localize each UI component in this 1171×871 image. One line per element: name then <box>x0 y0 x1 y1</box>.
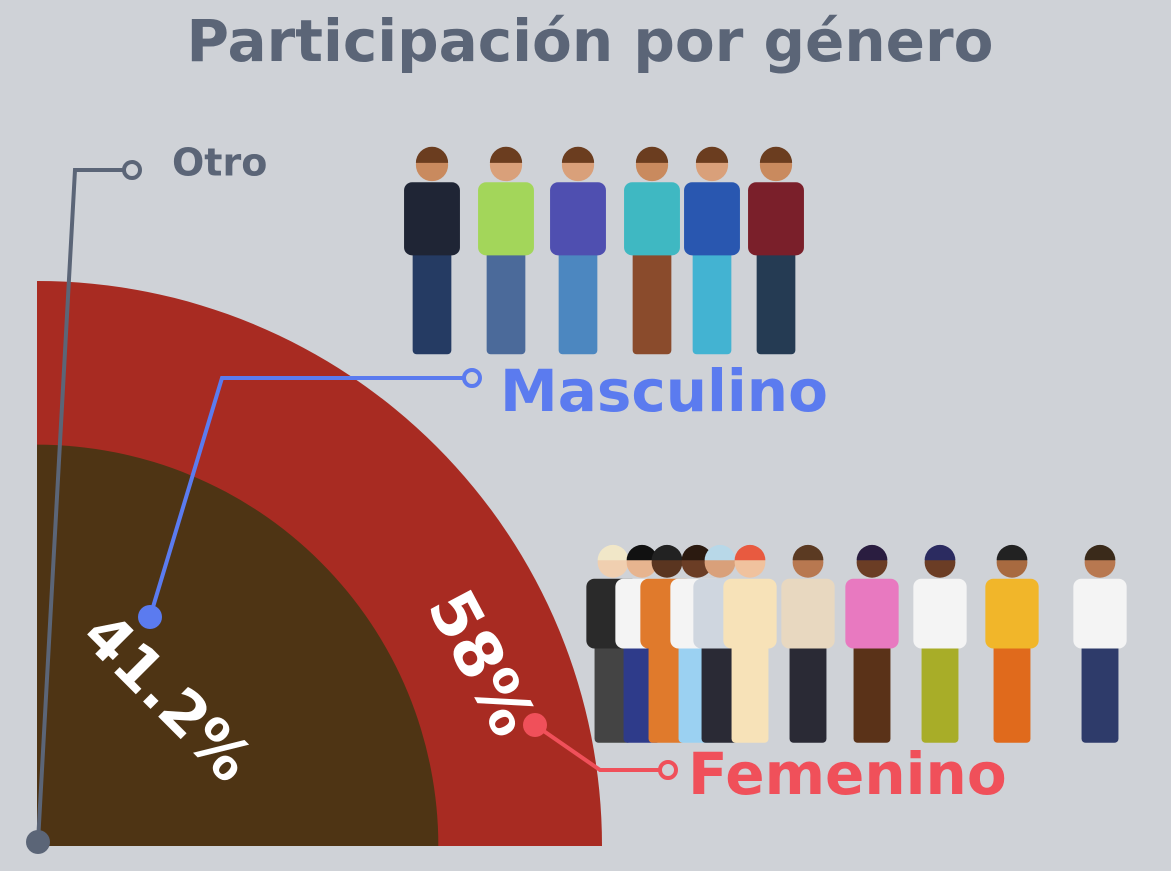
person-illustration <box>1073 544 1127 743</box>
category-label: Femenino <box>688 740 1007 808</box>
callout-line <box>533 723 668 772</box>
person-hair <box>996 544 1028 561</box>
person-hair <box>924 544 956 561</box>
person-illustration <box>478 146 534 355</box>
illustrations <box>404 146 1127 743</box>
person-body <box>684 182 740 256</box>
person-body <box>478 182 534 256</box>
person-illustration <box>684 146 740 355</box>
person-illustration <box>845 544 899 743</box>
person-legs <box>412 246 452 355</box>
person-hair <box>415 146 449 163</box>
person-body <box>913 578 967 649</box>
callout-dot <box>26 830 50 854</box>
category-label: Masculino <box>500 357 828 425</box>
person-hair <box>792 544 824 561</box>
person-body <box>550 182 606 256</box>
person-illustration <box>624 146 680 355</box>
person-hair <box>626 544 658 561</box>
person-legs <box>648 640 686 743</box>
callout-line <box>148 376 472 618</box>
person-hair <box>561 146 595 163</box>
callout-ring <box>462 368 482 388</box>
person-hair <box>651 544 683 561</box>
person-legs <box>1081 640 1119 743</box>
person-illustration <box>913 544 967 743</box>
wedge <box>37 444 439 846</box>
person-legs <box>789 640 827 743</box>
callout-line <box>36 168 132 843</box>
person-hair <box>856 544 888 561</box>
chart-title: Participación por género <box>187 7 994 75</box>
person-hair <box>695 146 729 163</box>
person-illustration <box>550 146 606 355</box>
person-body <box>723 578 777 649</box>
person-legs <box>921 640 959 743</box>
person-hair <box>704 544 736 561</box>
callout-ring <box>122 160 142 180</box>
person-hair <box>489 146 523 163</box>
person-legs <box>853 640 891 743</box>
person-legs <box>632 246 672 355</box>
person-hair <box>681 544 713 561</box>
person-legs <box>692 246 732 355</box>
person-legs <box>993 640 1031 743</box>
person-legs <box>731 640 769 743</box>
person-hair <box>597 544 629 561</box>
person-legs <box>756 246 796 355</box>
person-body <box>845 578 899 649</box>
person-illustration <box>748 146 804 355</box>
person-body <box>748 182 804 256</box>
person-body <box>985 578 1039 649</box>
person-legs <box>701 640 739 743</box>
category-label: Otro <box>172 141 267 185</box>
person-hair <box>635 146 669 163</box>
callout-dot <box>523 713 547 737</box>
person-legs <box>594 640 632 743</box>
person-illustration <box>985 544 1039 743</box>
callout-dot <box>138 605 162 629</box>
person-legs <box>486 246 526 355</box>
person-hair <box>1084 544 1116 561</box>
person-hair <box>759 146 793 163</box>
person-body <box>781 578 835 649</box>
person-body <box>624 182 680 256</box>
person-illustration <box>781 544 835 743</box>
person-illustration <box>404 146 460 355</box>
person-body <box>404 182 460 256</box>
callout-ring <box>658 760 678 780</box>
person-hair <box>734 544 766 561</box>
person-illustration <box>723 544 777 743</box>
person-body <box>1073 578 1127 649</box>
person-legs <box>558 246 598 355</box>
